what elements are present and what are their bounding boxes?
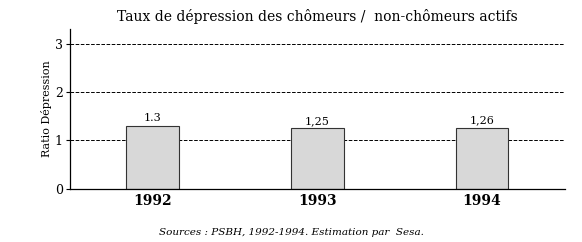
Y-axis label: Ratio Dépression: Ratio Dépression [41, 60, 52, 157]
Bar [456, 128, 509, 189]
Title: Taux de dépression des chômeurs /  non-chômeurs actifs: Taux de dépression des chômeurs / non-ch… [117, 9, 517, 24]
Text: Sources : PSBH, 1992-1994. Estimation par  Sesa.: Sources : PSBH, 1992-1994. Estimation pa… [158, 228, 424, 237]
Text: 1,26: 1,26 [470, 115, 495, 125]
Bar [126, 126, 179, 189]
Text: 1.3: 1.3 [143, 113, 161, 123]
Bar [291, 128, 343, 189]
Text: 1,25: 1,25 [305, 116, 329, 126]
